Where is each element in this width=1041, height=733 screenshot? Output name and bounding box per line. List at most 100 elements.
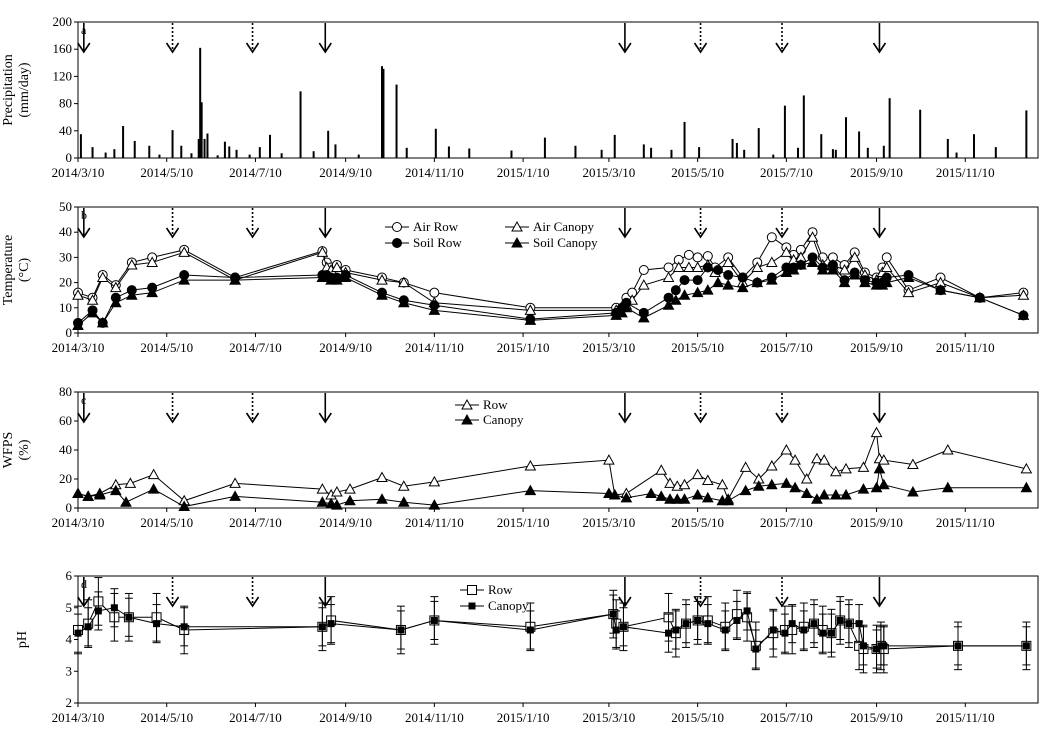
precip-bar	[248, 154, 251, 158]
data-point	[795, 258, 807, 270]
precip-bar	[955, 152, 958, 158]
x-tick-label: 2014/7/10	[229, 710, 282, 725]
data-point	[84, 623, 92, 631]
data-point	[178, 246, 191, 257]
precip-bar	[113, 149, 116, 158]
arrow-head	[618, 596, 632, 608]
data-point	[752, 645, 760, 653]
data-point	[733, 616, 741, 624]
data-point	[608, 488, 621, 500]
x-tick-label: 2014/5/10	[140, 340, 193, 355]
arrow-head	[245, 596, 260, 608]
data-point	[800, 626, 808, 634]
arrow-head	[245, 42, 260, 54]
arrow-head	[318, 596, 332, 608]
precip-bar	[381, 66, 383, 158]
data-point	[664, 493, 676, 504]
data-point	[612, 626, 620, 634]
precip-bar	[757, 128, 760, 158]
arrow-head	[165, 42, 180, 54]
x-tick-label: 2015/3/10	[583, 515, 636, 530]
x-tick-label: 2014/5/10	[140, 515, 193, 530]
arrow-head	[775, 227, 789, 239]
y-tick-label: 20	[59, 275, 72, 290]
panel-c: 0 20 40 60 80 2014/3/10 2014/5/10 2014/7/10 2014…	[1, 384, 1039, 530]
y-tick-label: 2	[66, 695, 73, 710]
data-point	[1022, 642, 1030, 650]
x-tick-label: 2015/1/10	[497, 710, 550, 725]
x-tick-label: 2014/9/10	[319, 515, 372, 530]
data-point	[954, 642, 962, 650]
x-tick-label: 2015/11/10	[936, 165, 995, 180]
arrow-head	[318, 42, 332, 54]
data-point	[96, 316, 109, 328]
precip-bar	[158, 154, 161, 158]
panel-a: 0 40 80 120 160 200 2014/3/10 2014/5/10 2014/7/1…	[1, 14, 1039, 180]
x-tick-label: 2015/9/10	[850, 515, 903, 530]
x-tick-label: 2015/9/10	[850, 710, 903, 725]
data-point	[511, 220, 523, 232]
data-point	[86, 294, 99, 305]
arrow-head	[872, 412, 887, 424]
data-point	[124, 477, 137, 488]
data-point	[678, 289, 691, 300]
data-point	[638, 265, 649, 275]
series-line	[77, 432, 1027, 502]
x-tick-label: 2015/9/10	[850, 340, 903, 355]
data-point	[96, 271, 109, 283]
arrow-head	[165, 412, 180, 424]
precip-bar	[357, 154, 360, 158]
data-point	[880, 276, 893, 288]
y-axis-label: (mm/day)	[17, 62, 32, 118]
data-point	[318, 623, 326, 631]
x-tick-label: 2015/5/10	[671, 710, 724, 725]
y-axis-label: (%)	[17, 439, 32, 460]
data-point	[672, 626, 680, 634]
data-point	[178, 274, 191, 285]
data-point	[838, 276, 851, 288]
precip-bar	[802, 95, 805, 158]
precip-bar	[919, 109, 922, 158]
precip-bar	[206, 133, 209, 158]
precip-bar	[299, 91, 302, 158]
precip-bar	[269, 134, 271, 158]
x-tick-label: 2014/11/10	[405, 340, 464, 355]
precip-bar	[731, 138, 734, 158]
data-point	[331, 499, 343, 510]
data-point	[645, 487, 657, 498]
x-tick-label: 2014/7/10	[229, 340, 282, 355]
x-tick-label: 2014/11/10	[405, 515, 464, 530]
data-point	[800, 472, 813, 484]
y-tick-label: 20	[59, 471, 72, 486]
precip-bar	[650, 147, 653, 158]
data-point	[827, 263, 839, 275]
precip-bar	[280, 153, 283, 158]
data-point	[526, 626, 534, 634]
data-point	[692, 252, 703, 263]
data-point	[376, 274, 388, 285]
data-point	[829, 465, 842, 477]
data-point	[461, 413, 473, 425]
data-point	[671, 493, 684, 504]
plot-frame	[77, 391, 1039, 509]
data-point	[716, 478, 729, 490]
precip-bar	[772, 154, 775, 158]
data-point	[109, 484, 122, 496]
data-point	[702, 262, 713, 273]
data-point	[672, 261, 685, 272]
series-soil-canopy	[72, 256, 1030, 330]
data-point	[461, 398, 473, 410]
data-point	[829, 488, 842, 500]
arrow-head	[775, 42, 789, 54]
y-tick-label: 80	[59, 384, 72, 399]
arrow-head	[318, 227, 332, 239]
precip-bar	[994, 147, 997, 158]
data-point	[691, 286, 704, 298]
precip-bar	[973, 134, 975, 158]
data-point	[789, 454, 801, 465]
x-tick-label: 2015/7/10	[760, 515, 813, 530]
data-point	[316, 246, 329, 257]
data-point	[316, 483, 329, 494]
precip-bar	[834, 149, 837, 158]
